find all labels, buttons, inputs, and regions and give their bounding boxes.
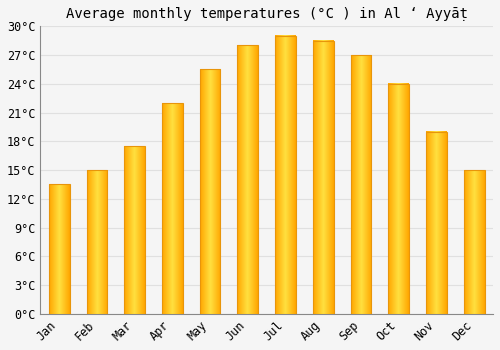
Bar bbox=[238, 46, 258, 314]
Title: Average monthly temperatures (°C ) in Al ‘ Ayyāṭ: Average monthly temperatures (°C ) in Al… bbox=[66, 7, 468, 21]
Bar bbox=[200, 69, 220, 314]
Bar bbox=[162, 103, 182, 314]
Bar bbox=[86, 170, 108, 314]
Bar bbox=[124, 146, 145, 314]
Bar bbox=[426, 132, 447, 314]
Bar bbox=[464, 170, 484, 314]
Bar bbox=[313, 41, 334, 314]
Bar bbox=[350, 55, 372, 314]
Bar bbox=[49, 184, 70, 314]
Bar bbox=[275, 36, 296, 314]
Bar bbox=[388, 84, 409, 314]
